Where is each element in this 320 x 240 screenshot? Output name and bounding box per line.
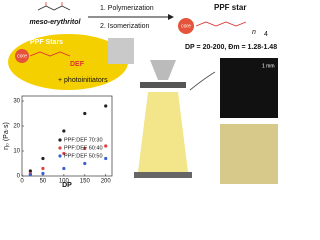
point bbox=[83, 111, 87, 116]
point bbox=[83, 146, 87, 151]
plot-area bbox=[21, 95, 113, 177]
point bbox=[41, 166, 45, 171]
resin-title: PPF Stars bbox=[30, 39, 63, 46]
legend-marker bbox=[58, 154, 62, 158]
x-tick-label: 200 bbox=[101, 179, 112, 185]
point bbox=[62, 129, 66, 133]
y-tick-label: 0 bbox=[17, 174, 21, 180]
step-2: 2. Isomerization bbox=[100, 23, 150, 30]
y-tick-label: 30 bbox=[13, 99, 20, 105]
point bbox=[104, 104, 108, 108]
legend-marker bbox=[58, 138, 62, 142]
step-1: 1. Polymerization bbox=[100, 5, 154, 12]
resin-core bbox=[15, 49, 29, 63]
point bbox=[83, 161, 87, 166]
repeat-n: n bbox=[252, 29, 256, 36]
point bbox=[104, 156, 108, 161]
arm-structure bbox=[195, 21, 247, 27]
point bbox=[62, 151, 66, 156]
legend-label: PPF:DEF 70:30 bbox=[64, 137, 103, 143]
lattice-photo bbox=[220, 124, 278, 184]
point bbox=[28, 169, 32, 173]
erythritol-structure bbox=[37, 2, 71, 11]
monomer-name: meso-erythritol bbox=[30, 19, 82, 26]
x-tick-label: 0 bbox=[20, 179, 24, 185]
resin-core-label: core bbox=[17, 53, 27, 59]
x-tick-label: 100 bbox=[59, 179, 70, 185]
dp-range: DP = 20-200, Đm = 1.28-1.48 bbox=[185, 44, 277, 51]
x-tick-label: 150 bbox=[80, 179, 91, 185]
resin-ellipse bbox=[8, 34, 128, 90]
lattice-render bbox=[220, 58, 278, 118]
resin-arm bbox=[29, 51, 71, 57]
x-axis-label: DP bbox=[62, 182, 72, 189]
page: meso-erythritol 1. Polymerization 2. Iso… bbox=[2, 2, 278, 189]
product-name: PPF star bbox=[214, 3, 246, 12]
y-axis-label: η₀ (Pa·s) bbox=[3, 122, 10, 150]
arrow-head bbox=[168, 14, 174, 20]
point bbox=[41, 171, 45, 176]
core-circle bbox=[178, 18, 194, 34]
photo bbox=[108, 38, 134, 64]
diluent: DEF bbox=[70, 61, 85, 68]
legend-label: PPF:DEF 50:50 bbox=[64, 153, 103, 159]
y-tick-label: 20 bbox=[13, 124, 20, 130]
additive: + photoinitiators bbox=[58, 77, 108, 84]
link-arrow bbox=[189, 71, 216, 91]
legend-label: PPF:DEF 60:40 bbox=[64, 145, 103, 151]
printer bbox=[134, 60, 192, 178]
x-tick-label: 50 bbox=[40, 179, 47, 185]
point bbox=[62, 166, 66, 171]
core-label: core bbox=[181, 23, 191, 29]
scale-bar: 1 mm bbox=[262, 63, 275, 69]
arm-count: 4 bbox=[264, 31, 268, 38]
graphical-abstract: meso-erythritol 1. Polymerization 2. Iso… bbox=[3, 2, 278, 189]
point bbox=[41, 156, 45, 161]
y-tick-label: 10 bbox=[13, 149, 20, 155]
point bbox=[28, 173, 32, 177]
legend-marker bbox=[58, 146, 62, 150]
point bbox=[104, 144, 108, 148]
